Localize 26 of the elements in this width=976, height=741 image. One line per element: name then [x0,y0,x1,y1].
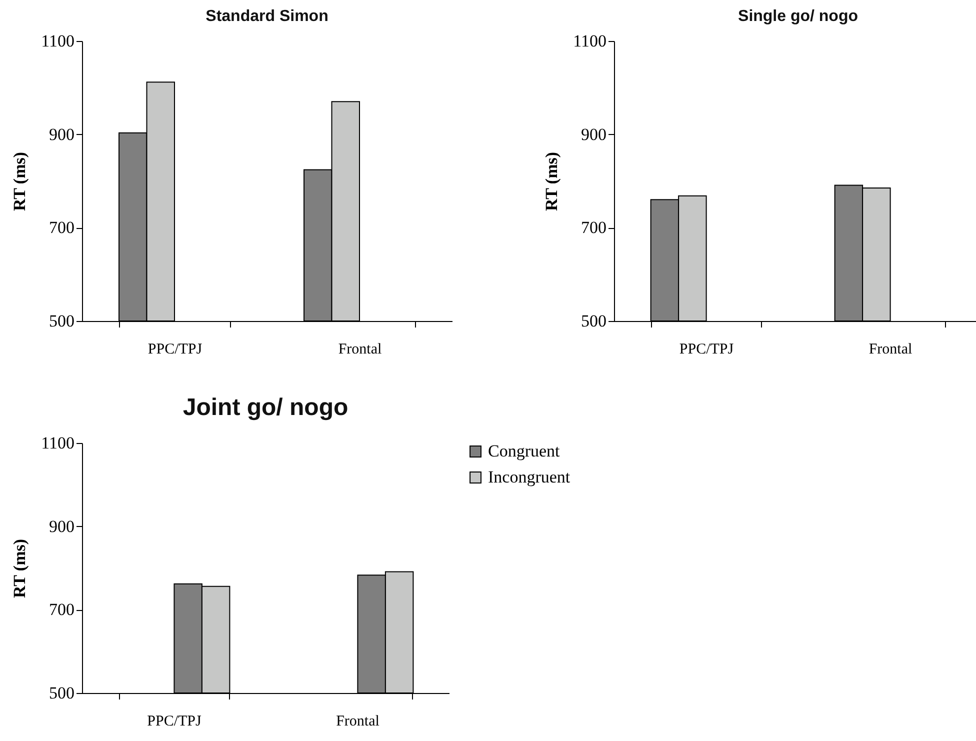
y-axis-title: RT (ms) [542,152,562,212]
y-tick-label: 700 [49,218,74,238]
y-tick-label: 500 [49,312,74,330]
chart-title: Joint go/ nogo [182,394,348,421]
y-tick-label: 700 [49,600,74,620]
y-axis-title: RT (ms) [10,152,30,212]
y-tick-label: 1100 [573,32,606,50]
legend-label: Incongruent [488,468,570,486]
y-tick-label: 500 [581,312,606,330]
x-tick-label: PPC/TPJ [148,342,202,358]
y-tick-label: 900 [581,124,606,144]
chart-title: Standard Simon [206,8,328,25]
chart-title: Single go/ nogo [738,8,858,25]
y-axis-title: RT (ms) [10,538,30,598]
x-tick-label: Frontal [338,342,382,358]
y-tick-label: 700 [581,218,606,238]
y-tick-label: 900 [49,124,74,144]
x-tick-label: Frontal [336,714,380,730]
legend-label: Congruent [488,442,560,460]
y-tick-label: 1100 [41,32,74,50]
y-tick-label: 900 [49,516,74,536]
x-tick-label: PPC/TPJ [147,714,202,730]
y-tick-label: 1100 [41,434,74,452]
x-tick-label: Frontal [868,342,912,358]
y-tick-label: 500 [49,684,74,702]
x-tick-label: PPC/TPJ [679,342,734,358]
